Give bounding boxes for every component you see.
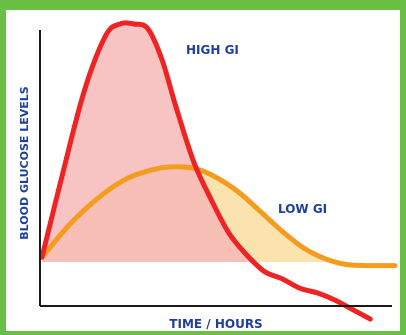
annotation-high-gi: HIGH GI bbox=[186, 43, 239, 57]
line-layer bbox=[39, 20, 398, 322]
area-high-gi bbox=[42, 22, 371, 262]
line-high-gi bbox=[39, 20, 373, 322]
y-axis-label: BLOOD GLUCOSE LEVELS bbox=[18, 86, 31, 239]
annotation-low-gi: LOW GI bbox=[278, 202, 327, 216]
x-axis-label: TIME / HOURS bbox=[169, 317, 262, 331]
line-low-gi bbox=[39, 164, 398, 269]
area-layer bbox=[42, 22, 395, 262]
